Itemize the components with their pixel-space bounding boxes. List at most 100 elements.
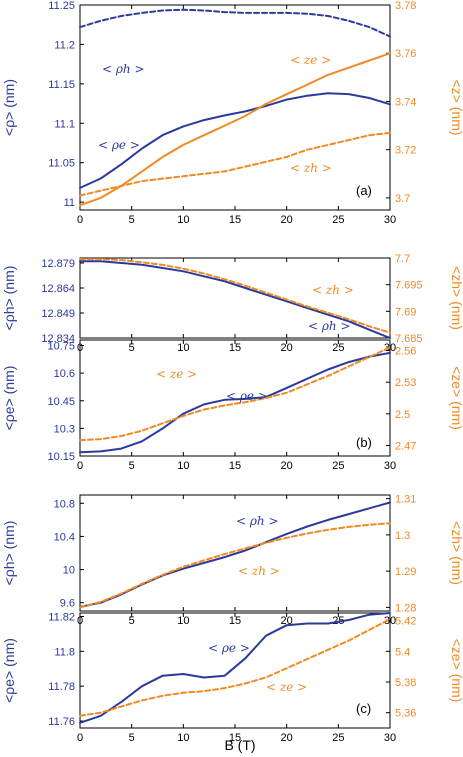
y-left-tick-label: 11 bbox=[64, 197, 75, 209]
x-tick-label: 5 bbox=[129, 615, 135, 627]
y-right-tick-label: 5.38 bbox=[395, 677, 416, 689]
y-right-tick-label: 1.31 bbox=[395, 494, 416, 506]
y-left-tick-label: 11.8 bbox=[54, 646, 75, 658]
y-right-tick-label: 2.56 bbox=[395, 346, 416, 358]
annotation-a-z-h: < zh > bbox=[290, 161, 332, 175]
x-tick-label: 10 bbox=[177, 342, 189, 354]
y-right-axis-label: <zh> (nm) bbox=[449, 266, 463, 330]
series-line bbox=[79, 258, 391, 334]
y-left-tick-label: 12.849 bbox=[41, 308, 75, 320]
x-tick-label: 5 bbox=[129, 460, 135, 472]
x-tick-label: 10 bbox=[177, 615, 189, 627]
x-tick-label: 30 bbox=[384, 214, 396, 226]
y-left-tick-label: 10.4 bbox=[54, 531, 75, 543]
y-left-axis-label: <ρh> (nm) bbox=[1, 521, 17, 586]
y-right-tick-label: 7.695 bbox=[395, 280, 423, 292]
x-tick-label: 25 bbox=[332, 460, 344, 472]
y-left-tick-label: 11.82 bbox=[48, 611, 75, 623]
y-left-tick-label: 12.879 bbox=[41, 258, 75, 270]
plot-frame bbox=[79, 4, 391, 211]
annotation-a-rho-e: < ρe > bbox=[98, 138, 140, 152]
y-left-tick-label: 11.25 bbox=[48, 0, 75, 12]
y-left-tick-label: 10.45 bbox=[47, 396, 75, 408]
x-tick-label: 10 bbox=[177, 732, 189, 744]
x-axis-label: B (T) bbox=[224, 737, 255, 753]
panel-2: 0 5 10 15 20 25 3012.83412.84912.86412.8797.68… bbox=[1, 253, 463, 354]
y-right-tick-label: 3.7 bbox=[395, 193, 410, 205]
y-right-tick-label: 3.72 bbox=[395, 145, 416, 157]
panel-1: 0 5 10 15 20 25 30 11 11.05 11.1 11.15 11.2 11.25 3.7… bbox=[1, 0, 463, 226]
annotation-b1-z-h: < zh > bbox=[312, 283, 354, 297]
y-left-tick-label: 9.6 bbox=[60, 598, 75, 610]
y-left-tick-label: 10 bbox=[63, 565, 75, 577]
x-tick-label: 20 bbox=[281, 732, 293, 744]
series-line bbox=[79, 8, 391, 38]
y-right-axis-label: <ze> (nm) bbox=[449, 366, 463, 430]
panel-4: 0 5 10 15 20 25 309.61010.410.81.281.291.31.31… bbox=[1, 494, 463, 627]
x-tick-label: 15 bbox=[229, 214, 241, 226]
annotation-c2-z-e: < ze > bbox=[266, 680, 307, 694]
x-tick-label: 10 bbox=[177, 214, 189, 226]
y-left-tick-label: 12.864 bbox=[41, 283, 75, 295]
y-right-tick-label: 7.69 bbox=[395, 306, 416, 318]
x-tick-label: 5 bbox=[129, 342, 135, 354]
panel-5: 0 5 10 15 20 25 30 11.76 11.78 11.8 11.82 5.36 5.38 5… bbox=[1, 611, 463, 744]
annotation-a-rho-h: < ρh > bbox=[102, 62, 145, 76]
series-line bbox=[79, 131, 391, 197]
annotation-a-z-e: < ze > bbox=[290, 53, 331, 67]
series-line bbox=[79, 260, 391, 339]
y-left-tick-label: 12.834 bbox=[41, 333, 75, 345]
panel-3: 0 5 10 15 20 25 30 10.15 10.3 10.45 10.6 10.75 2.47 2… bbox=[1, 339, 463, 472]
x-tick-label: 20 bbox=[281, 342, 293, 354]
y-right-tick-label: 5.36 bbox=[395, 708, 416, 720]
y-left-tick-label: 10.6 bbox=[54, 368, 75, 380]
x-tick-label: 25 bbox=[332, 214, 344, 226]
y-right-tick-label: 3.78 bbox=[395, 0, 416, 12]
y-left-tick-label: 11.76 bbox=[48, 716, 75, 728]
y-right-tick-label: 2.47 bbox=[395, 440, 416, 452]
y-right-tick-label: 2.53 bbox=[395, 377, 416, 389]
y-right-tick-label: 1.3 bbox=[395, 530, 410, 542]
y-right-tick-label: 7.7 bbox=[395, 253, 410, 265]
x-tick-label: 5 bbox=[129, 214, 135, 226]
x-tick-label: 0 bbox=[77, 460, 83, 472]
x-tick-label: 20 bbox=[281, 214, 293, 226]
y-left-tick-label: 11.1 bbox=[54, 118, 75, 130]
series-line bbox=[79, 92, 391, 189]
y-left-axis-label: <ρe> (nm) bbox=[1, 366, 17, 431]
annotation-b1-rho-h: < ρh > bbox=[308, 319, 351, 333]
x-tick-label: 30 bbox=[384, 732, 396, 744]
x-tick-label: 0 bbox=[77, 732, 83, 744]
x-tick-label: 15 bbox=[229, 615, 241, 627]
x-tick-label: 15 bbox=[229, 460, 241, 472]
y-left-axis-label: <ρe> (nm) bbox=[1, 638, 17, 703]
y-left-tick-label: 11.05 bbox=[48, 158, 75, 170]
x-tick-label: 5 bbox=[129, 732, 135, 744]
y-left-tick-label: 10.15 bbox=[47, 451, 75, 463]
y-right-axis-label: <ze> (nm) bbox=[449, 639, 463, 703]
y-left-tick-label: 10.3 bbox=[54, 423, 75, 435]
y-right-tick-label: 3.76 bbox=[395, 48, 416, 60]
y-right-tick-label: 1.29 bbox=[395, 566, 416, 578]
y-left-tick-label: 11.15 bbox=[48, 79, 75, 91]
x-tick-label: 30 bbox=[384, 460, 396, 472]
annotation-c2-rho-e: < ρe > bbox=[208, 641, 250, 655]
series-line bbox=[79, 346, 391, 442]
y-right-tick-label: 5.4 bbox=[395, 646, 410, 658]
y-left-axis-label: <ρ> (nm) bbox=[1, 79, 17, 136]
y-left-tick-label: 11.78 bbox=[48, 681, 75, 693]
x-tick-label: 10 bbox=[177, 460, 189, 472]
x-tick-label: 25 bbox=[332, 732, 344, 744]
y-left-axis-label: <ρh> (nm) bbox=[1, 266, 17, 331]
series-line bbox=[79, 618, 391, 717]
x-tick-label: 15 bbox=[229, 732, 241, 744]
series-line bbox=[79, 351, 391, 454]
annotation-b2-z-e: < ze > bbox=[156, 367, 197, 381]
y-left-tick-label: 11.2 bbox=[54, 39, 75, 51]
y-right-tick-label: 3.74 bbox=[395, 96, 416, 108]
annotation-c1-z-h: < zh > bbox=[238, 564, 280, 578]
series-line bbox=[79, 612, 391, 724]
annotation-b2-rho-e: < ρe > bbox=[226, 389, 268, 403]
y-right-tick-label: 5.42 bbox=[395, 616, 416, 628]
